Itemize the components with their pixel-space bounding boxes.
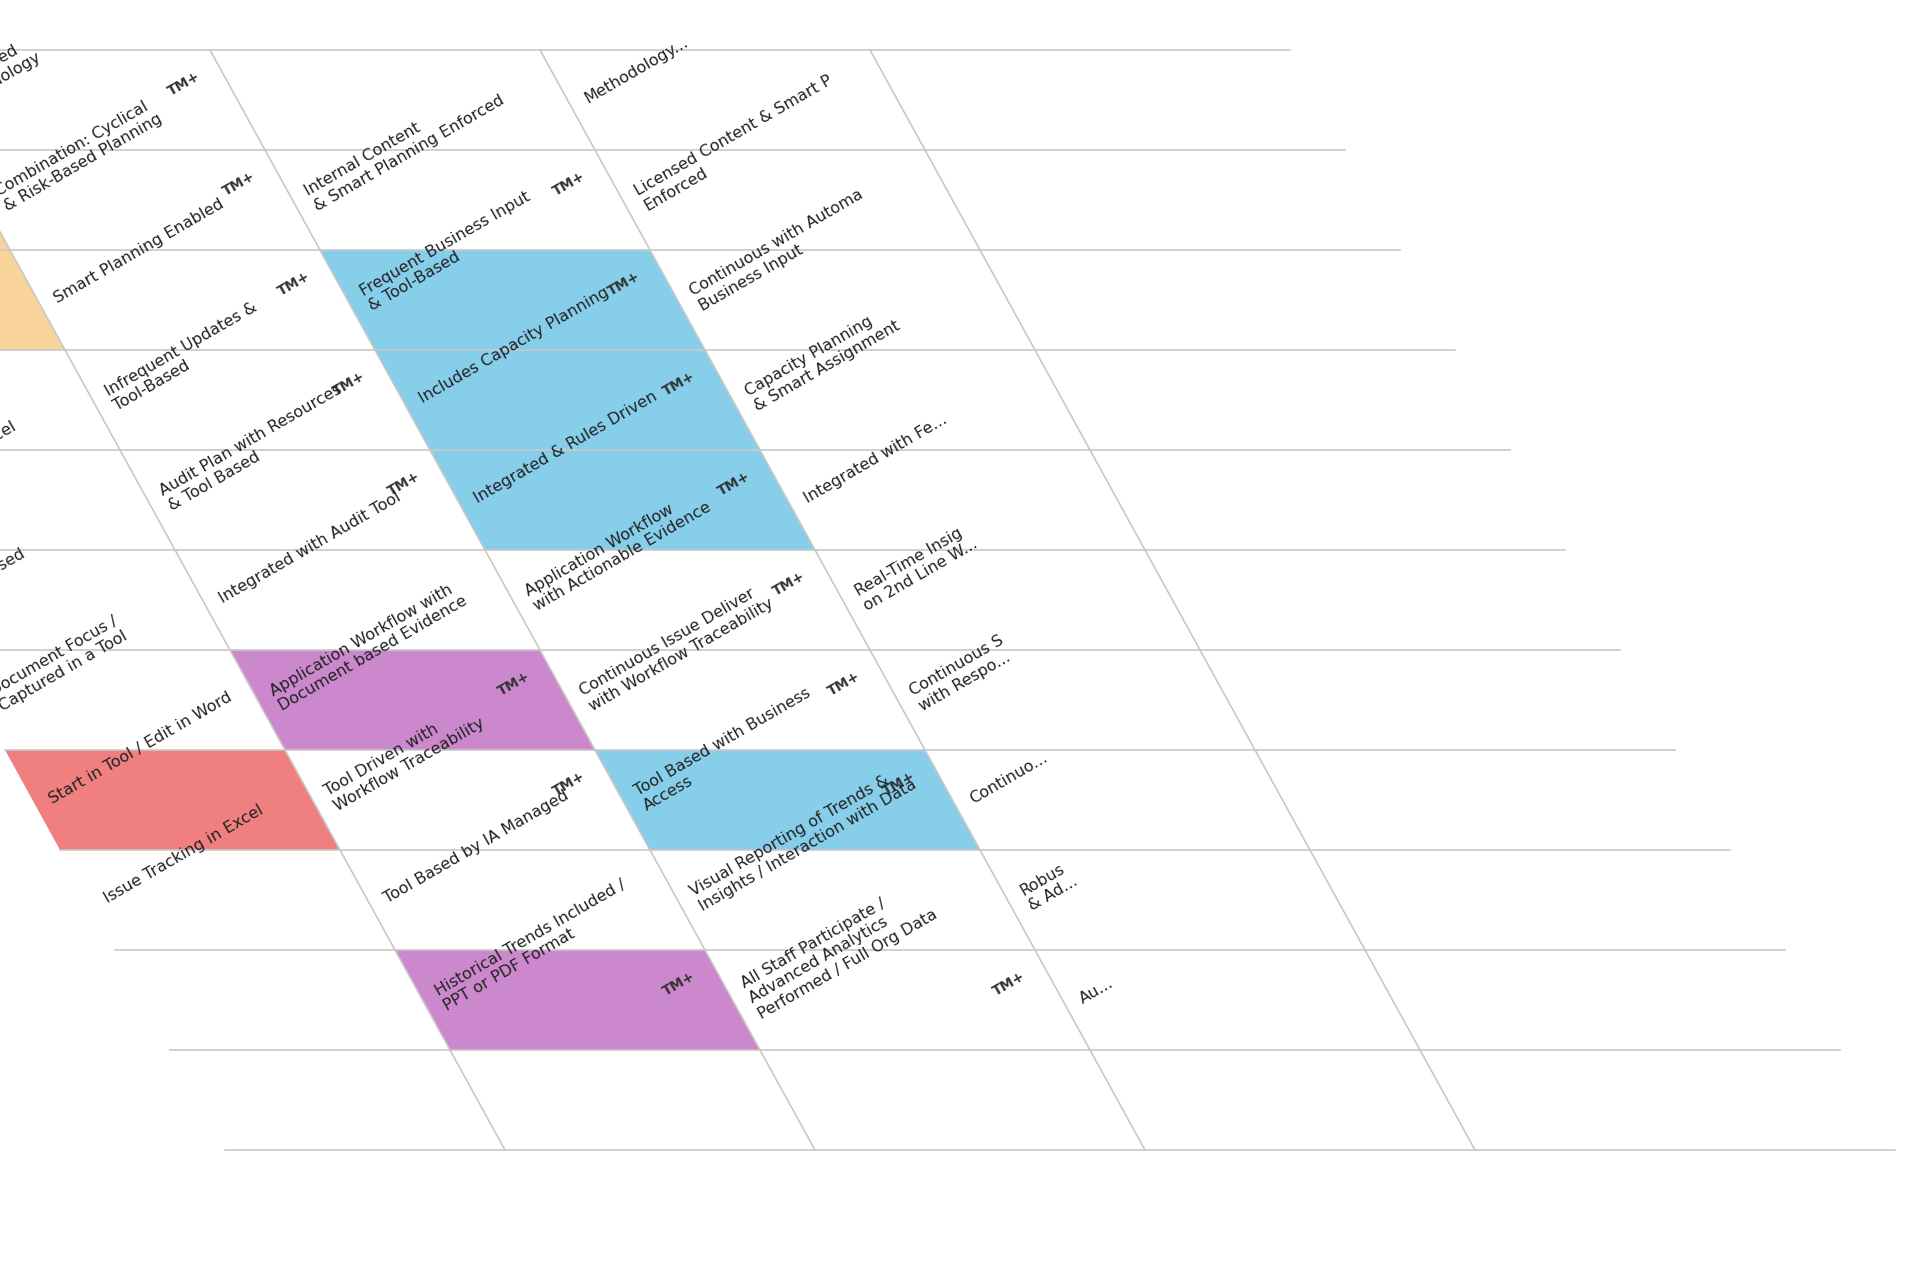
Text: Document Focus /
Captured in a Tool: Document Focus / Captured in a Tool	[0, 613, 129, 714]
Text: TM+: TM+	[770, 568, 806, 599]
Text: TM+: TM+	[660, 969, 697, 998]
Text: Continuous S
with Respo...: Continuous S with Respo...	[908, 634, 1016, 714]
Text: TM+: TM+	[495, 669, 532, 699]
Text: Integrated & Rules Driven: Integrated & Rules Driven	[472, 389, 660, 507]
Text: Tool Based by IA Managed: Tool Based by IA Managed	[382, 788, 572, 906]
Text: TM+: TM+	[991, 969, 1027, 998]
Text: TM+: TM+	[0, 269, 2, 298]
Text: Smart Planning Enabled: Smart Planning Enabled	[52, 197, 227, 306]
Text: TM+: TM+	[221, 169, 257, 198]
Text: Tool Based with Business
Access: Tool Based with Business Access	[632, 686, 822, 814]
Text: Methodology...: Methodology...	[582, 35, 691, 106]
Text: Infrequent Updates &
Tool-Based: Infrequent Updates & Tool-Based	[102, 300, 269, 413]
Text: Continuo...: Continuo...	[968, 750, 1050, 806]
Text: TM+: TM+	[714, 468, 753, 499]
Text: Historical Trends Included /
PPT or PDF Format: Historical Trends Included / PPT or PDF …	[432, 877, 637, 1014]
Polygon shape	[6, 750, 340, 850]
Text: Real-Time Insig
on 2nd Line W...: Real-Time Insig on 2nd Line W...	[852, 521, 981, 614]
Text: TM+: TM+	[549, 769, 588, 799]
Text: Au...: Au...	[1077, 975, 1116, 1006]
Polygon shape	[374, 349, 760, 451]
Polygon shape	[396, 950, 760, 1050]
Text: TM+: TM+	[275, 269, 313, 298]
Text: Licensed Content & Smart P
Enforced: Licensed Content & Smart P Enforced	[632, 73, 845, 214]
Text: TM+: TM+	[660, 369, 697, 398]
Text: Issue Tracking in Excel: Issue Tracking in Excel	[102, 803, 267, 906]
Text: Integrated with Audit Tool: Integrated with Audit Tool	[217, 490, 403, 607]
Text: Includes Capacity Planning: Includes Capacity Planning	[417, 285, 612, 407]
Text: Robus
& Ad...: Robus & Ad...	[1018, 859, 1081, 914]
Text: Audit Plan with Resources
& Tool Based: Audit Plan with Resources & Tool Based	[157, 383, 353, 515]
Text: Application Workflow
with Actionable Evidence: Application Workflow with Actionable Evi…	[522, 485, 714, 614]
Polygon shape	[430, 451, 814, 550]
Text: Integrated with Fe...: Integrated with Fe...	[803, 412, 950, 507]
Text: TM+: TM+	[879, 769, 918, 799]
Polygon shape	[0, 150, 10, 250]
Polygon shape	[321, 250, 705, 349]
Text: Start in Tool / Edit in Word: Start in Tool / Edit in Word	[46, 689, 234, 806]
Text: Excel-Based: Excel-Based	[0, 545, 29, 607]
Polygon shape	[0, 250, 65, 349]
Text: TM+: TM+	[826, 669, 862, 699]
Text: Continuous Issue Deliver
with Workflow Traceability: Continuous Issue Deliver with Workflow T…	[578, 581, 776, 714]
Text: TM+: TM+	[384, 468, 422, 499]
Text: TM+: TM+	[330, 369, 367, 398]
Text: Audit Plan in Excel: Audit Plan in Excel	[0, 419, 19, 507]
Polygon shape	[595, 750, 979, 850]
Text: Visual Reporting of Trends &
Insights / Interaction with Data: Visual Reporting of Trends & Insights / …	[687, 762, 918, 914]
Text: TM+: TM+	[165, 69, 202, 99]
Text: Internal Content
& Smart Planning Enforced: Internal Content & Smart Planning Enforc…	[301, 78, 507, 214]
Text: Frequent Business Input
& Tool-Based: Frequent Business Input & Tool-Based	[357, 189, 541, 314]
Text: Continuous with Automa
Business Input: Continuous with Automa Business Input	[687, 187, 876, 314]
Text: Application Workflow with
Document based Evidence: Application Workflow with Document based…	[267, 579, 470, 714]
Text: TM+: TM+	[549, 169, 588, 198]
Text: Capacity Planning
& Smart Assignment: Capacity Planning & Smart Assignment	[743, 303, 902, 413]
Text: Tool Driven with
Workflow Traceability: Tool Driven with Workflow Traceability	[323, 700, 488, 814]
Text: Risk-Based
Methodology: Risk-Based Methodology	[0, 35, 44, 114]
Polygon shape	[230, 650, 595, 750]
Text: All Staff Participate /
Advanced Analytics
Performed / Full Org Data: All Staff Participate / Advanced Analyti…	[737, 877, 941, 1021]
Text: Combination: Cyclical
& Risk-Based Planning: Combination: Cyclical & Risk-Based Plann…	[0, 96, 165, 214]
Text: TM+: TM+	[605, 269, 643, 298]
